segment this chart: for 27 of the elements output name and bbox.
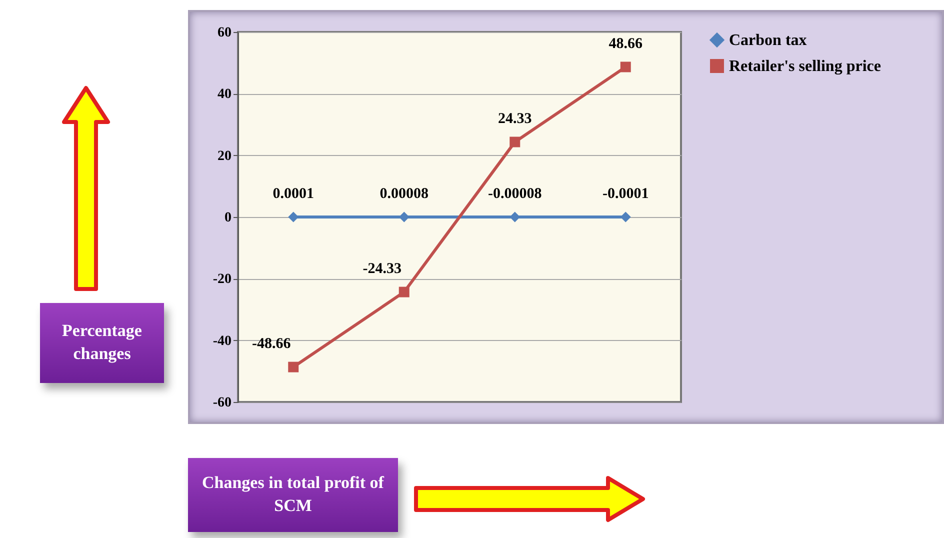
y-tick-label: -60 (212, 396, 232, 410)
point (510, 136, 520, 148)
y-tick-label: 0 (224, 210, 232, 226)
data-label: -0.00008 (488, 186, 542, 202)
point (620, 62, 631, 72)
data-label: -0.0001 (602, 186, 649, 202)
data-label: 0.00008 (380, 186, 428, 202)
point (288, 362, 299, 372)
point (510, 212, 520, 222)
y-tick-label: -20 (212, 272, 232, 288)
data-label: -24.33 (362, 261, 402, 278)
text: Changes in total profit of SCM (188, 458, 398, 532)
legend-label: Carbon tax (729, 32, 807, 49)
text: Percentage changes (40, 303, 164, 383)
data-label: 0.0001 (272, 186, 314, 202)
point (398, 212, 410, 222)
point (398, 286, 410, 298)
legend-label: Retailer's selling price (729, 58, 881, 75)
y-tick-label: 20 (218, 148, 232, 164)
y-tick-label: 40 (218, 87, 232, 102)
data-label: 24.33 (498, 110, 532, 127)
point (288, 212, 299, 222)
data-label: -48.66 (252, 336, 292, 352)
y-tick-label: -40 (212, 334, 232, 349)
data-label: 48.66 (608, 36, 643, 52)
y-tick-label: 60 (218, 26, 232, 40)
point (620, 212, 631, 222)
